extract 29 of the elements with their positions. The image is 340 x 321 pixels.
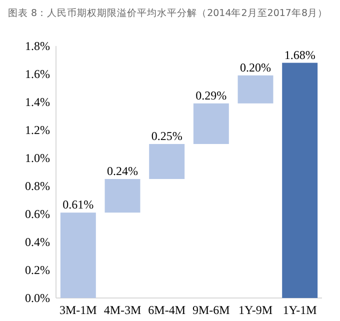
x-tick-label: 3M-1M bbox=[59, 303, 98, 317]
data-label: 1.68% bbox=[284, 48, 316, 62]
y-tick-label: 0.2% bbox=[25, 263, 50, 277]
y-tick-label: 1.0% bbox=[25, 151, 50, 165]
bar bbox=[104, 179, 140, 213]
data-label: 0.61% bbox=[62, 198, 94, 212]
data-label: 0.20% bbox=[240, 60, 271, 74]
y-tick-label: 1.2% bbox=[25, 123, 50, 137]
y-tick-label: 1.6% bbox=[25, 67, 50, 81]
y-tick-label: 0.8% bbox=[25, 179, 50, 193]
y-tick-label: 0.0% bbox=[25, 291, 50, 305]
bar bbox=[238, 75, 274, 104]
y-tick-label: 0.4% bbox=[25, 235, 50, 249]
data-label: 0.29% bbox=[196, 88, 227, 102]
x-tick-label: 4M-3M bbox=[104, 303, 142, 317]
x-tick-label: 1Y-9M bbox=[238, 303, 273, 317]
x-tick-label: 6M-4M bbox=[148, 303, 186, 317]
x-tick-label: 1Y-1M bbox=[282, 303, 318, 317]
chart-title: 图表 8：人民币期权期限溢价平均水平分解（2014年2月至2017年8月） bbox=[8, 7, 328, 19]
y-tick-label: 1.4% bbox=[25, 95, 50, 109]
bar bbox=[149, 144, 185, 179]
bar bbox=[282, 62, 318, 298]
data-label: 0.24% bbox=[107, 164, 138, 178]
data-label: 0.25% bbox=[151, 129, 182, 143]
y-tick-label: 1.8% bbox=[25, 39, 50, 53]
y-tick-label: 0.6% bbox=[25, 207, 50, 221]
bar bbox=[193, 103, 229, 144]
bar bbox=[60, 212, 96, 298]
x-tick-label: 9M-6M bbox=[192, 303, 230, 317]
